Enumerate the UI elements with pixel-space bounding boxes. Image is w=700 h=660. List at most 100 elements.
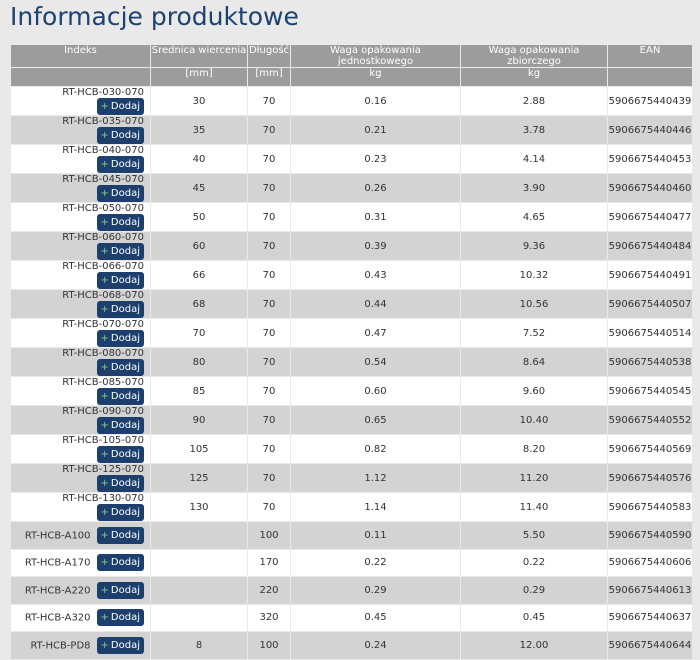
add-button[interactable]: Dodaj [96,581,144,599]
cell: 0.43 [290,260,461,290]
cell: 70 [247,405,291,435]
cell: 70 [247,463,291,493]
add-button[interactable]: Dodaj [96,185,144,202]
add-button[interactable]: Dodaj [96,526,144,544]
table-row: RT-HCB-068-070Dodaj68700.4410.5659066754… [10,289,693,319]
column-header: Waga opakowania jednostkowego [290,44,461,68]
cell: RT-HCB-A100 Dodaj [10,521,151,550]
add-button[interactable]: Dodaj [96,156,144,173]
cell: 5906675440644 [607,631,693,660]
cell: RT-HCB-125-070Dodaj [10,463,151,493]
product-code: RT-HCB-A100 [24,530,91,542]
add-button[interactable]: Dodaj [96,243,144,260]
cell: 5906675440590 [607,521,693,550]
cell: 220 [247,576,291,605]
cell: 5906675440477 [607,202,693,232]
cell: 0.23 [290,144,461,174]
cell: 70 [247,318,291,348]
table-row: RT-HCB-035-070Dodaj35700.213.78590667544… [10,115,693,145]
cell: RT-HCB-A170 Dodaj [10,548,151,577]
add-button[interactable]: Dodaj [96,127,144,144]
add-button[interactable]: Dodaj [96,272,144,289]
add-button[interactable]: Dodaj [96,388,144,405]
add-button[interactable]: Dodaj [96,446,144,463]
cell: 70 [247,115,291,145]
table-row: RT-HCB-090-070Dodaj90700.6510.4059066754… [10,405,693,435]
product-code: RT-HCB-130-070 [62,493,144,504]
cell: 5906675440491 [607,260,693,290]
page-title: Informacje produktowe [10,2,299,31]
cell: 100 [247,631,291,660]
product-code: RT-HCB-085-070 [62,377,144,388]
cell: 5906675440613 [607,576,693,605]
add-button[interactable]: Dodaj [96,330,144,347]
cell: 0.45 [460,603,608,632]
cell: RT-HCB-060-070Dodaj [10,231,151,261]
add-button[interactable]: Dodaj [96,359,144,376]
product-code: RT-HCB-090-070 [62,406,144,417]
cell: 5906675440576 [607,463,693,493]
add-button[interactable]: Dodaj [96,554,144,572]
cell: RT-HCB-105-070Dodaj [10,434,151,464]
cell: 0.39 [290,231,461,261]
cell: 170 [247,548,291,577]
cell: RT-HCB-068-070Dodaj [10,289,151,319]
add-button[interactable]: Dodaj [96,609,144,627]
cell: 5906675440446 [607,115,693,145]
cell: 4.14 [460,144,608,174]
cell: 5906675440538 [607,347,693,377]
cell: 320 [247,603,291,632]
add-button[interactable]: Dodaj [96,475,144,492]
product-code: RT-HCB-080-070 [62,348,144,359]
add-button[interactable]: Dodaj [96,301,144,318]
add-button[interactable]: Dodaj [96,98,144,115]
cell: 80 [150,347,248,377]
cell: 30 [150,86,248,116]
column-header: Indeks [10,44,151,68]
table-row: RT-HCB-050-070Dodaj50700.314.65590667544… [10,202,693,232]
cell: 10.32 [460,260,608,290]
cell: 8 [150,631,248,660]
table-row: RT-HCB-125-070Dodaj125701.1211.205906675… [10,463,693,493]
cell: 4.65 [460,202,608,232]
cell: RT-HCB-085-070Dodaj [10,376,151,406]
cell: 35 [150,115,248,145]
table-row: RT-HCB-130-070Dodaj130701.1411.405906675… [10,492,693,522]
product-code: RT-HCB-105-070 [62,435,144,446]
cell: 5.50 [460,521,608,550]
cell: 105 [150,434,248,464]
cell: 0.47 [290,318,461,348]
column-unit: kg [290,67,461,87]
cell: 70 [247,144,291,174]
cell: 70 [247,289,291,319]
add-button[interactable]: Dodaj [96,214,144,231]
add-button[interactable]: Dodaj [96,504,144,521]
column-unit [10,67,151,87]
table-row: RT-HCB-066-070Dodaj66700.4310.3259066754… [10,260,693,290]
cell: 11.40 [460,492,608,522]
add-button[interactable]: Dodaj [96,636,144,654]
product-code: RT-HCB-A320 [24,612,91,624]
cell: 10.56 [460,289,608,319]
column-unit: [mm] [150,67,248,87]
cell [150,548,248,577]
add-button[interactable]: Dodaj [96,417,144,434]
table-row: RT-HCB-030-070Dodaj30700.162.88590667544… [10,86,693,116]
cell: 0.22 [290,548,461,577]
column-unit: [mm] [247,67,291,87]
cell: 5906675440460 [607,173,693,203]
cell: 9.36 [460,231,608,261]
cell: RT-HCB-040-070Dodaj [10,144,151,174]
cell: 9.60 [460,376,608,406]
column-header: Długość [247,44,291,68]
column-header: EAN [607,44,693,68]
cell: RT-HCB-045-070Dodaj [10,173,151,203]
cell: 70 [247,173,291,203]
cell: 5906675440606 [607,548,693,577]
cell: 0.16 [290,86,461,116]
cell: 0.26 [290,173,461,203]
cell: 5906675440484 [607,231,693,261]
